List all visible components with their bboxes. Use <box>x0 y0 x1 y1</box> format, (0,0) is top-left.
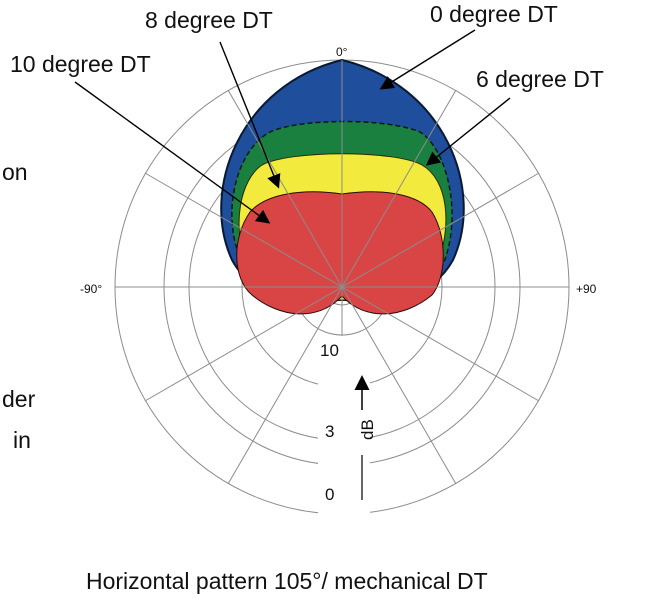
db-scale-background <box>318 336 370 516</box>
lobe-10-degree-dt <box>236 191 444 315</box>
label-6-degree-dt: 6 degree DT <box>476 66 604 92</box>
db-10-label: 10 <box>320 341 339 360</box>
leader-6-degree-dt <box>425 97 511 166</box>
fragment-on: on <box>2 159 28 185</box>
radial-60b <box>144 172 540 402</box>
db-3-label: 3 <box>325 422 334 441</box>
label-10-degree-dt: 10 degree DT <box>10 51 151 77</box>
angle-top-label: 0° <box>336 45 348 59</box>
label-8-degree-dt: 8 degree DT <box>145 7 273 33</box>
angle-right-label: +90 <box>576 282 597 296</box>
leader-10-degree-dt <box>74 81 271 224</box>
db-unit-label: dB <box>358 419 377 440</box>
fragment-der: der <box>2 386 36 412</box>
leader-lines <box>74 29 511 224</box>
leader-0-degree-dt <box>379 29 476 90</box>
leader-8-degree-dt <box>219 41 281 189</box>
diagram-caption: Horizontal pattern 105°/ mechanical DT <box>86 568 488 594</box>
label-0-degree-dt: 0 degree DT <box>430 1 558 27</box>
fragment-in: in <box>13 427 31 453</box>
db-0-label: 0 <box>325 485 334 504</box>
angle-left-label: -90° <box>80 282 102 296</box>
